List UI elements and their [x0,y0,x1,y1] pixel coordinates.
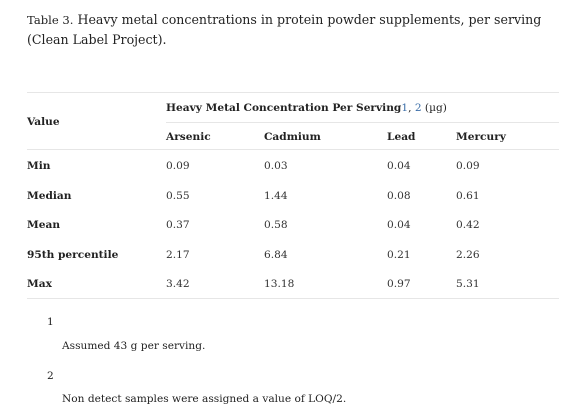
cell-lead: 0.08 [387,190,411,202]
row-label: Mean [27,219,61,231]
cell-lead: 0.04 [387,160,411,172]
col-header-cadmium: Cadmium [264,131,321,143]
cell-mercury: 0.42 [456,219,480,231]
row-label: Max [27,278,52,290]
row-label: Min [27,160,51,172]
row-header-value: Value [27,116,60,128]
cell-mercury: 2.26 [456,249,480,261]
row-label: 95th percentile [27,249,119,261]
footnote-link-2[interactable]: 2 [414,102,422,114]
caption-text: Heavy metal concentrations in protein po… [27,12,542,47]
footnote-text: Assumed 43 g per serving. [62,340,206,352]
cell-cadmium: 0.03 [264,160,288,172]
cell-lead: 0.21 [387,249,411,261]
group-header: Heavy Metal Concentration Per Serving1, … [166,102,447,114]
cell-lead: 0.04 [387,219,411,231]
cell-cadmium: 0.58 [264,219,288,231]
footnote-number: 1 [47,316,54,328]
cell-arsenic: 0.09 [166,160,190,172]
group-header-rule [166,122,559,123]
table-caption: Table 3. Heavy metal concentrations in p… [27,10,557,49]
caption-label: Table 3. [27,13,74,27]
cell-arsenic: 3.42 [166,278,190,290]
footnote-text: Non detect samples were assigned a value… [62,393,347,405]
cell-mercury: 0.61 [456,190,480,202]
col-header-lead: Lead [387,131,416,143]
col-header-mercury: Mercury [456,131,506,143]
cell-arsenic: 2.17 [166,249,190,261]
cell-arsenic: 0.37 [166,219,190,231]
header-bottom-rule [27,149,559,150]
group-header-text: Heavy Metal Concentration Per Serving [166,102,402,114]
col-header-arsenic: Arsenic [166,131,211,143]
cell-mercury: 0.09 [456,160,480,172]
cell-lead: 0.97 [387,278,411,290]
row-label: Median [27,190,72,202]
cell-mercury: 5.31 [456,278,480,290]
group-unit: (µg) [421,102,447,114]
cell-cadmium: 13.18 [264,278,295,290]
footnote-number: 2 [47,370,54,382]
cell-cadmium: 1.44 [264,190,288,202]
cell-arsenic: 0.55 [166,190,190,202]
cell-cadmium: 6.84 [264,249,288,261]
footnote-link-1[interactable]: 1 [401,102,409,114]
table-top-rule [27,92,559,93]
table-bottom-rule [27,298,559,299]
